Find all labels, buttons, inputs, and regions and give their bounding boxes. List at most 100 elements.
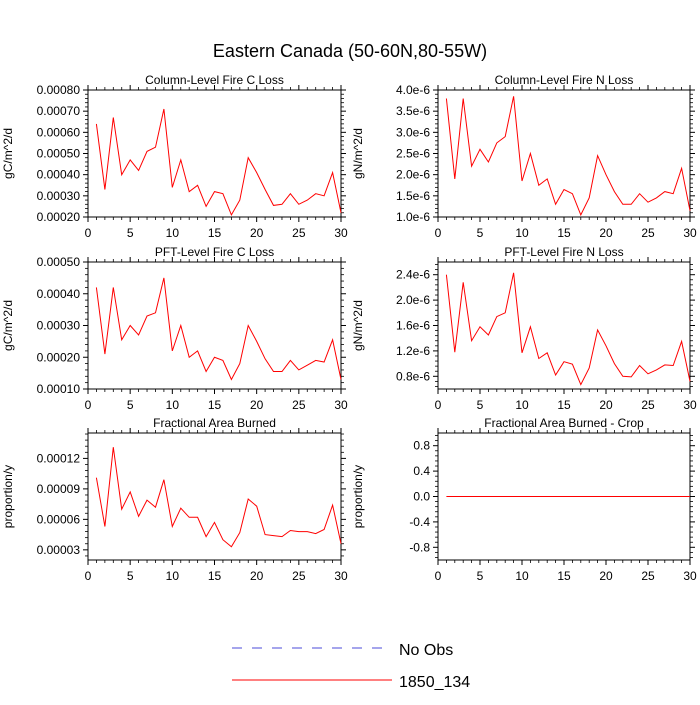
x-tick-label: 15 — [208, 569, 222, 583]
x-tick-label: 0 — [435, 569, 442, 583]
y-tick-label: 0.00020 — [37, 350, 81, 364]
series-line-1 — [95, 447, 342, 548]
y-tick-label: 3.5e-6 — [396, 104, 430, 118]
y-tick-label: 0.8e-6 — [396, 369, 430, 383]
x-tick-label: 30 — [334, 569, 348, 583]
chart-title: Fractional Area Burned — [153, 416, 276, 430]
figure-title: Eastern Canada (50-60N,80-55W) — [213, 41, 487, 61]
y-tick-label: 0.00012 — [37, 451, 81, 465]
y-axis-label: gN/m^2/d — [351, 300, 365, 351]
y-axis-label: gC/m^2/d — [1, 128, 15, 179]
x-tick-label: 30 — [334, 398, 348, 412]
x-tick-label: 15 — [557, 226, 571, 240]
y-tick-label: 0.00009 — [37, 482, 81, 496]
x-tick-label: 30 — [683, 569, 697, 583]
x-tick-label: 30 — [334, 226, 348, 240]
x-tick-label: 15 — [208, 226, 222, 240]
y-tick-label: 0.4 — [413, 464, 430, 478]
y-tick-label: 0.00020 — [37, 210, 81, 224]
series-line-1 — [95, 108, 342, 217]
x-tick-label: 25 — [641, 398, 655, 412]
y-tick-label: 0.00030 — [37, 189, 81, 203]
y-tick-label: -0.4 — [409, 515, 430, 529]
y-tick-label: 0.0 — [413, 490, 430, 504]
x-tick-label: 10 — [515, 226, 529, 240]
y-tick-label: 1.6e-6 — [396, 319, 430, 333]
x-tick-label: 10 — [515, 569, 529, 583]
x-tick-label: 0 — [85, 226, 92, 240]
x-tick-label: 0 — [435, 226, 442, 240]
chart-panel-6: Fractional Area Burned - Crop 0 5 10 15 20 25 3… — [351, 416, 697, 583]
x-tick-label: 15 — [557, 569, 571, 583]
x-tick-label: 5 — [127, 398, 134, 412]
series-line-1 — [445, 96, 691, 217]
y-tick-label: 3.0e-6 — [396, 125, 430, 139]
plot-frame — [87, 261, 342, 390]
chart-panel-1: Column-Level Fire C Loss 0 5 10 15 20 25 30 0.00… — [1, 73, 348, 240]
x-tick-label: 20 — [599, 398, 613, 412]
plot-frame — [87, 89, 342, 218]
x-tick-label: 15 — [208, 398, 222, 412]
x-tick-label: 10 — [166, 569, 180, 583]
series-line-1 — [445, 272, 691, 386]
x-tick-label: 20 — [599, 226, 613, 240]
y-axis-label: gC/m^2/d — [1, 300, 15, 351]
legend-label-no-obs: No Obs — [399, 642, 453, 659]
x-tick-label: 0 — [435, 398, 442, 412]
x-tick-label: 25 — [292, 226, 306, 240]
y-tick-label: 0.00070 — [37, 104, 81, 118]
y-tick-label: 0.00080 — [37, 83, 81, 97]
x-tick-label: 25 — [292, 569, 306, 583]
chart-title: Column-Level Fire N Loss — [495, 73, 634, 87]
y-tick-label: 2.0e-6 — [396, 293, 430, 307]
x-tick-label: 5 — [477, 226, 484, 240]
y-tick-label: 0.00050 — [37, 147, 81, 161]
y-tick-label: -0.8 — [409, 540, 430, 554]
chart-panel-3: PFT-Level Fire C Loss 0 5 10 15 20 25 30 0.00010… — [1, 245, 348, 412]
x-tick-label: 30 — [683, 398, 697, 412]
y-tick-label: 2.4e-6 — [396, 268, 430, 282]
chart-title: Column-Level Fire C Loss — [145, 73, 284, 87]
x-tick-label: 30 — [683, 226, 697, 240]
x-tick-label: 5 — [127, 226, 134, 240]
x-tick-label: 20 — [250, 569, 264, 583]
y-tick-label: 1.5e-6 — [396, 189, 430, 203]
y-tick-label: 0.00006 — [37, 512, 81, 526]
chart-title: PFT-Level Fire C Loss — [155, 245, 274, 259]
y-tick-label: 0.00003 — [37, 543, 81, 557]
y-tick-label: 0.00040 — [37, 168, 81, 182]
x-tick-label: 5 — [127, 569, 134, 583]
chart-panel-5: Fractional Area Burned 0 5 10 15 20 25 30 0.0000… — [1, 416, 348, 583]
y-tick-label: 0.00030 — [37, 319, 81, 333]
plot-frame — [437, 261, 691, 390]
y-axis-label: proportion/y — [1, 465, 15, 528]
plot-frame — [87, 432, 342, 561]
x-tick-label: 0 — [85, 569, 92, 583]
y-tick-label: 0.00040 — [37, 287, 81, 301]
y-tick-label: 1.2e-6 — [396, 344, 430, 358]
x-tick-label: 10 — [166, 226, 180, 240]
chart-title: PFT-Level Fire N Loss — [504, 245, 623, 259]
x-tick-label: 15 — [557, 398, 571, 412]
x-tick-label: 10 — [515, 398, 529, 412]
x-tick-label: 20 — [599, 569, 613, 583]
plot-frame — [437, 89, 691, 218]
y-axis-label: gN/m^2/d — [351, 128, 365, 179]
chart-panel-2: Column-Level Fire N Loss 0 5 10 15 20 25 30 1.0e… — [351, 73, 697, 240]
y-axis-label: proportion/y — [351, 465, 365, 528]
series-line-1 — [95, 277, 342, 381]
x-tick-label: 25 — [292, 398, 306, 412]
y-tick-label: 2.0e-6 — [396, 168, 430, 182]
legend: No Obs 1850_134 — [232, 642, 470, 691]
x-tick-label: 0 — [85, 398, 92, 412]
y-tick-label: 0.8 — [413, 439, 430, 453]
x-tick-label: 20 — [250, 226, 264, 240]
y-tick-label: 0.00060 — [37, 125, 81, 139]
x-tick-label: 20 — [250, 398, 264, 412]
chart-title: Fractional Area Burned - Crop — [484, 416, 644, 430]
y-tick-label: 2.5e-6 — [396, 147, 430, 161]
y-tick-label: 4.0e-6 — [396, 83, 430, 97]
legend-label-1850-134: 1850_134 — [399, 674, 470, 691]
